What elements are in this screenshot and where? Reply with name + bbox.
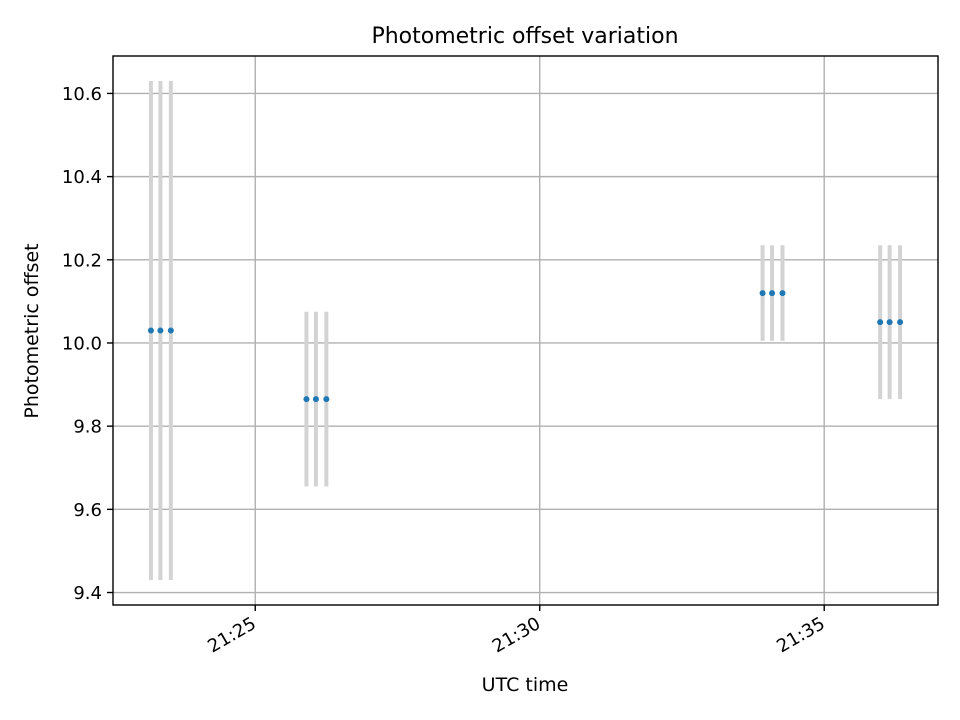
- data-point: [886, 319, 893, 326]
- data-point: [769, 290, 776, 297]
- x-axis-label: UTC time: [482, 674, 569, 696]
- data-point: [167, 327, 174, 334]
- y-tick-label: 9.4: [73, 583, 102, 604]
- y-tick-label: 10.2: [62, 250, 102, 271]
- y-tick-label: 9.8: [73, 417, 102, 438]
- y-tick-label: 10.0: [62, 333, 102, 354]
- grid-layer: [113, 56, 938, 605]
- data-point: [759, 290, 766, 297]
- chart-title: Photometric offset variation: [371, 24, 678, 49]
- x-axis-ticks: 21:25 21:30 21:35: [204, 605, 829, 657]
- data-point: [877, 319, 884, 326]
- y-axis-label: Photometric offset: [21, 243, 43, 418]
- data-point: [897, 319, 904, 326]
- data-point: [147, 327, 154, 334]
- y-tick-label: 10.6: [62, 84, 102, 105]
- y-tick-label: 9.6: [73, 500, 102, 521]
- y-axis-ticks: 9.4 9.6 9.8 10.0 10.2 10.4 10.6: [62, 84, 113, 604]
- data-point: [312, 396, 319, 403]
- data-point: [303, 396, 310, 403]
- data-point: [323, 396, 330, 403]
- x-tick-label: 21:30: [489, 613, 544, 657]
- data-point: [779, 290, 786, 297]
- data-point: [157, 327, 164, 334]
- x-tick-label: 21:35: [773, 613, 828, 657]
- errorbar-layer: [148, 80, 903, 581]
- plot-frame: [112, 55, 939, 606]
- x-tick-label: 21:25: [204, 613, 259, 657]
- point-layer: [147, 290, 904, 403]
- y-tick-label: 10.4: [62, 167, 102, 188]
